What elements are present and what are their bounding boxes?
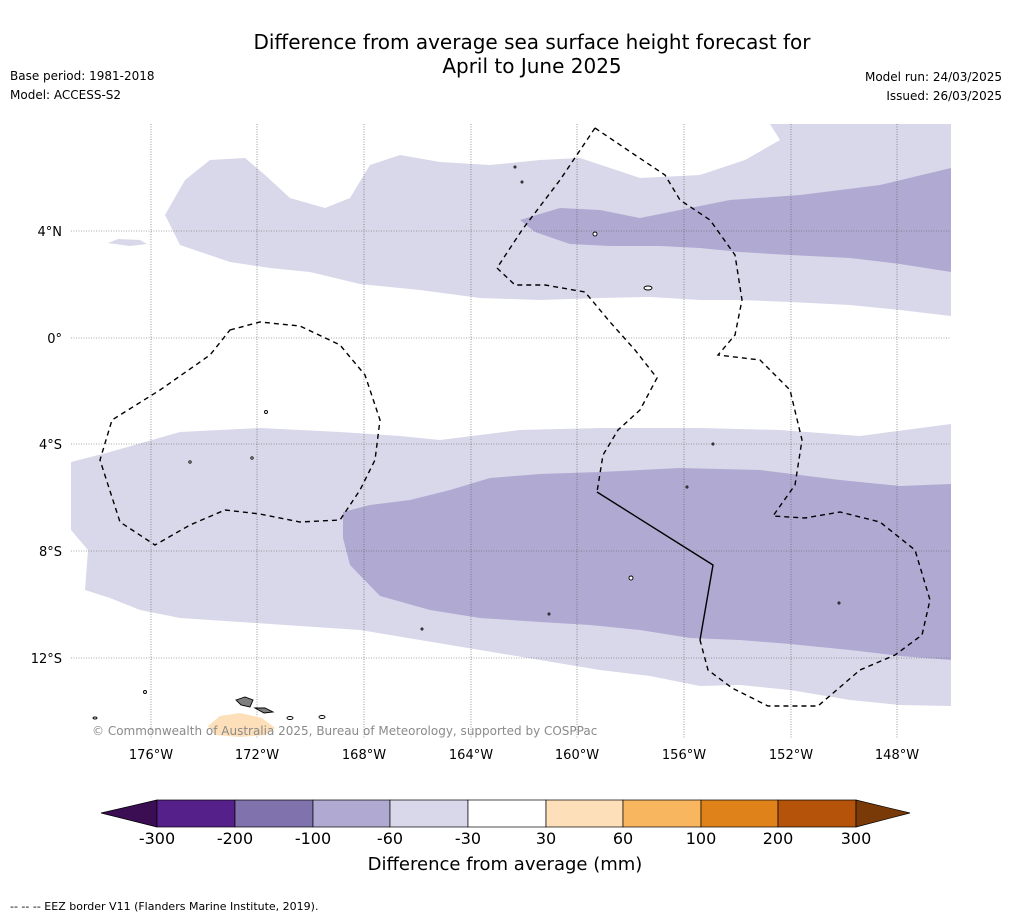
model-run: Model run: 24/03/2025 xyxy=(864,70,1002,84)
meta-right: Model run: 24/03/2025 Issued: 26/03/2025 xyxy=(865,68,1002,106)
islands xyxy=(92,165,841,720)
colorbar-swatch xyxy=(777,799,857,828)
eez-borders xyxy=(99,127,931,707)
contour-small-patch xyxy=(108,239,147,246)
colorbar-swatch xyxy=(389,799,469,828)
colorbar-tick: 200 xyxy=(763,829,794,848)
colorbar-tick: 30 xyxy=(536,829,556,848)
lon-label: 176°W xyxy=(129,748,173,763)
model-name: Model: ACCESS-S2 xyxy=(10,88,122,102)
colorbar xyxy=(100,799,911,828)
lat-label: 4°N xyxy=(38,225,63,240)
lon-label: 168°W xyxy=(342,748,386,763)
lat-label: 4°S xyxy=(39,438,62,453)
colorbar-swatch xyxy=(234,799,314,828)
colorbar-swatch xyxy=(622,799,702,828)
eez-footnote: -- -- -- EEZ border V11 (Flanders Marine… xyxy=(10,900,319,913)
colorbar-tick: 100 xyxy=(686,829,717,848)
contour-south-mid xyxy=(343,468,951,660)
colorbar-tick: 300 xyxy=(841,829,872,848)
colorbar-tick: -100 xyxy=(295,829,331,848)
colorbar-swatch xyxy=(700,799,779,828)
lat-label: 12°S xyxy=(31,652,62,667)
colorbar-ticks: -300 -200 -100 -60 -30 30 60 100 200 300 xyxy=(139,829,871,848)
contour-north-mid xyxy=(520,168,951,272)
lon-labels: 176°W 172°W 168°W 164°W 160°W 156°W 152°… xyxy=(129,748,919,763)
meta-left: Base period: 1981-2018 Model: ACCESS-S2 xyxy=(10,67,155,105)
lat-label: 8°S xyxy=(39,545,62,560)
colorbar-swatch xyxy=(312,799,391,828)
chart-title: Difference from average sea surface heig… xyxy=(232,30,832,78)
samoa-islands xyxy=(235,696,275,714)
colorbar-arrow-low xyxy=(100,799,158,828)
colorbar-swatch xyxy=(545,799,624,828)
lon-label: 160°W xyxy=(555,748,599,763)
land-positive-patch xyxy=(208,713,275,737)
title-line-1: Difference from average sea surface heig… xyxy=(253,30,811,54)
colorbar-tick: -60 xyxy=(377,829,403,848)
colorbar-tick: 60 xyxy=(613,829,633,848)
graticule xyxy=(71,124,951,738)
lon-label: 156°W xyxy=(662,748,706,763)
colorbar-tick: -200 xyxy=(217,829,253,848)
lat-label: 0° xyxy=(47,332,62,347)
lon-label: 152°W xyxy=(769,748,813,763)
lon-label: 164°W xyxy=(449,748,493,763)
lon-label: 148°W xyxy=(875,748,919,763)
base-period: Base period: 1981-2018 xyxy=(10,69,155,83)
copyright-credit: © Commonwealth of Australia 2025, Bureau… xyxy=(92,724,598,738)
colorbar-arrow-high xyxy=(855,799,911,828)
issued-date: Issued: 26/03/2025 xyxy=(886,89,1002,103)
colorbar-tick: -30 xyxy=(455,829,481,848)
colorbar-swatch xyxy=(467,799,547,828)
colorbar-tick: -300 xyxy=(139,829,175,848)
lon-label: 172°W xyxy=(235,748,279,763)
title-line-2: April to June 2025 xyxy=(442,54,622,78)
lat-labels: 4°N 0° 4°S 8°S 12°S xyxy=(31,225,62,667)
colorbar-swatch xyxy=(156,799,236,828)
colorbar-label: Difference from average (mm) xyxy=(367,854,643,875)
